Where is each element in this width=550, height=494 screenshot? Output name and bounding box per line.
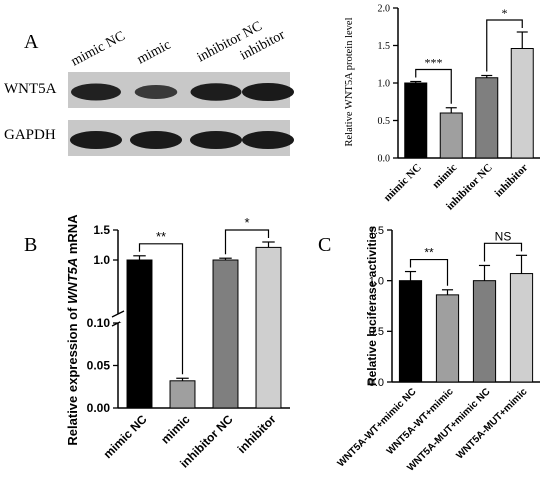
- chart-c-bars: [398, 254, 534, 383]
- axis-break-gap: [120, 315, 288, 322]
- blot-band-wnt5a-2: [190, 83, 242, 101]
- chart-b-ylabel-prefix: Relative expression of: [65, 304, 80, 446]
- chart-b-ylabel-gene: WNT5A: [65, 258, 80, 304]
- y-tick-label-3: 1.5: [378, 41, 391, 52]
- chart-b-significance: ***: [138, 215, 270, 375]
- blot-row-label-wnt5a: WNT5A: [4, 81, 57, 97]
- y-tick-label-2: 1.0: [378, 79, 391, 90]
- bar-3: [510, 48, 534, 159]
- bar-1: [439, 112, 463, 159]
- significance-label-0: **: [156, 229, 166, 244]
- blot-band-gapdh-0: [70, 131, 122, 149]
- bar-1: [435, 294, 460, 383]
- y-tick-label-3: 1.0: [93, 253, 110, 267]
- significance-bracket-0: [409, 258, 449, 286]
- x-label-3: inhibitor: [492, 162, 530, 200]
- blot-lane-label-1: mimic: [135, 37, 174, 67]
- bar-0: [404, 82, 428, 159]
- significance-label-1: *: [502, 6, 508, 20]
- bar-3: [255, 246, 282, 409]
- x-label-3: WNT5A-MUT+mimic: [454, 386, 529, 461]
- bar-3: [509, 273, 534, 383]
- x-label-1: mimic: [158, 412, 193, 447]
- chart-c-axes: 0.0 0.5 1.0 1.5: [369, 225, 540, 389]
- x-label-0: mimic NC: [381, 162, 423, 204]
- bar-2: [212, 259, 239, 409]
- significance-label-1: *: [244, 215, 249, 230]
- y-tick-label-0: 0.00: [87, 401, 111, 415]
- chart-c-xlabels: WNT5A-WT+mimic NCWNT5A-WT+mimicWNT5A-MUT…: [336, 386, 530, 474]
- chart-a-protein-level: Relative WNT5A protein level 0.0 0.5 1.0 1.…: [344, 4, 540, 213]
- chart-c-ylabel: Relative luciferase activities: [365, 226, 379, 386]
- blot-band-wnt5a-3: [242, 83, 294, 101]
- panel-label-c: C: [318, 234, 331, 256]
- x-label-0: mimic NC: [101, 412, 150, 461]
- panel-label-a: A: [24, 31, 39, 53]
- significance-bracket-1: [486, 19, 523, 72]
- panel-label-b: B: [24, 234, 37, 256]
- significance-bracket-0: [415, 68, 452, 104]
- blot-band-gapdh-2: [190, 131, 242, 149]
- x-label-1: WNT5A-WT+mimic: [385, 386, 456, 457]
- significance-bracket-1: [483, 242, 523, 262]
- blot-row-label-gapdh: GAPDH: [4, 127, 56, 143]
- x-label-3: inhibitor: [235, 412, 279, 456]
- chart-b-bars: [126, 241, 282, 409]
- significance-label-0: **: [424, 246, 434, 260]
- chart-b-ylabel-suffix: mRNA: [65, 214, 80, 258]
- blot-band-wnt5a-0: [71, 83, 121, 101]
- bar-1: [169, 380, 196, 409]
- blot-lane-label-0: mimic NC: [69, 29, 128, 70]
- significance-bracket-1: [224, 229, 270, 255]
- chart-a-significance: ****: [415, 6, 523, 104]
- y-tick-label-0: 0.0: [369, 377, 384, 389]
- bar-0: [126, 259, 153, 409]
- significance-label-1: NS: [495, 229, 512, 243]
- chart-c-significance: ** NS: [409, 229, 523, 286]
- blot-rows: [68, 72, 294, 156]
- x-label-1: mimic: [430, 162, 459, 191]
- chart-b-mrna-expression: Relative expression of WNT5A mRNA 0.00 0.…: [65, 214, 290, 471]
- blot-band-gapdh-3: [242, 131, 294, 149]
- y-tick-label-1: 0.5: [369, 326, 384, 338]
- axis-break-mark-0: [111, 310, 125, 318]
- y-tick-label-2: 0.10: [87, 316, 111, 330]
- bar-0: [398, 280, 423, 383]
- western-blot: WNT5A GAPDH mimic NC mimic inhibitor NCinh…: [4, 19, 294, 156]
- y-tick-label-1: 0.5: [378, 116, 391, 127]
- significance-label-0: ***: [425, 56, 443, 70]
- blot-band-wnt5a-1: [134, 85, 178, 99]
- chart-a-bars: [404, 31, 534, 159]
- bar-2: [472, 280, 497, 383]
- chart-c-luciferase: Relative luciferase activities 0.0 0.5 1.0…: [336, 225, 540, 474]
- significance-bracket-0: [138, 243, 184, 375]
- blot-band-gapdh-1: [130, 131, 182, 149]
- chart-b-ylabel: Relative expression of WNT5A mRNA: [65, 214, 80, 446]
- y-tick-label-1: 0.05: [87, 359, 111, 373]
- y-tick-label-4: 1.5: [93, 223, 110, 237]
- y-tick-label-4: 2.0: [378, 4, 391, 15]
- y-tick-label-2: 1.0: [369, 276, 384, 288]
- y-tick-label-3: 1.5: [369, 225, 384, 237]
- chart-a-ylabel: Relative WNT5A protein level: [344, 17, 355, 146]
- bar-2: [475, 77, 499, 159]
- y-tick-label-0: 0.0: [378, 154, 391, 165]
